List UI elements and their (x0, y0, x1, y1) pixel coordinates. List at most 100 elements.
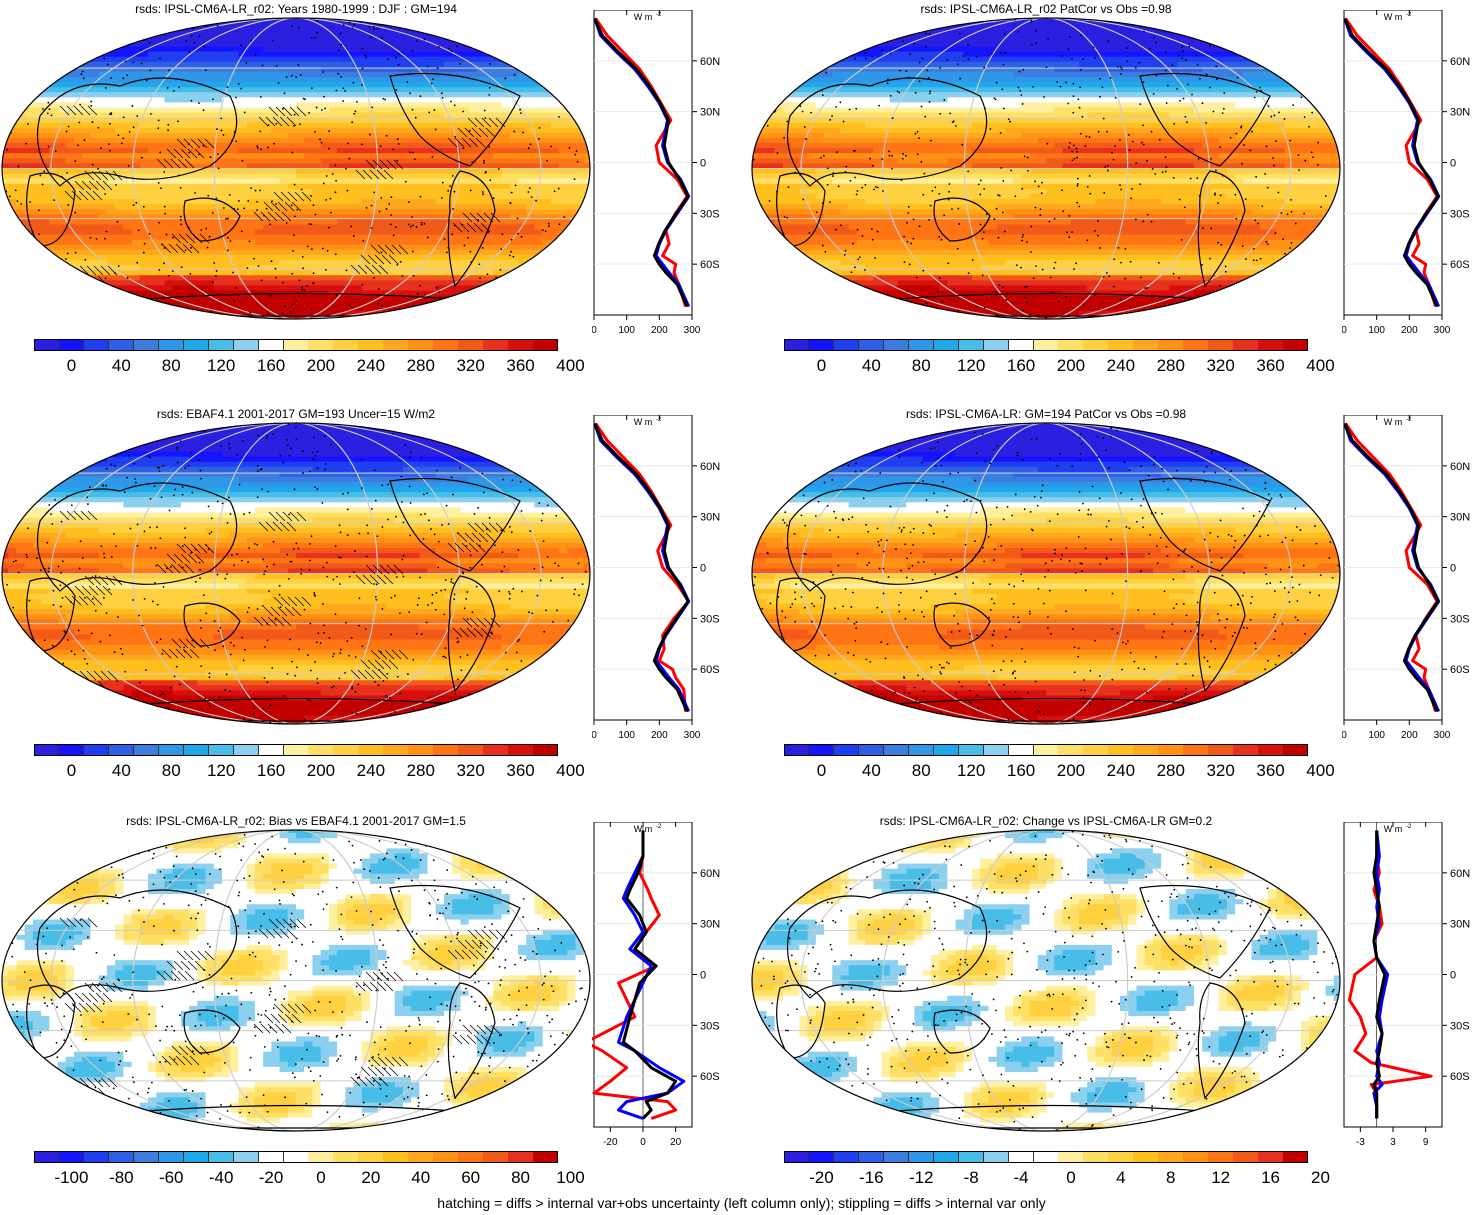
colorbar-swatch (1133, 744, 1159, 756)
colorbar-tick-label: 120 (207, 761, 235, 781)
profile-unit-label: W m (1384, 12, 1403, 22)
colorbar-swatch (433, 339, 459, 351)
profile-xtick-label: 20 (670, 1137, 682, 1148)
colorbar-swatch (233, 744, 260, 756)
colorbar-swatch (983, 1151, 1010, 1163)
profile-series-line (594, 422, 691, 712)
colorbar-swatch (933, 744, 960, 756)
profile-ytick-label: 60N (1450, 868, 1470, 880)
robinson-map (751, 829, 1341, 1132)
colorbar-swatch (1033, 744, 1059, 756)
colorbar-swatch (458, 339, 484, 351)
profile-xtick-label: 300 (684, 730, 701, 741)
colorbar-swatch (908, 339, 935, 351)
colorbar-swatch (83, 339, 110, 351)
colorbar-tick-label: 80 (162, 356, 181, 376)
colorbar-swatch (383, 744, 409, 756)
colorbar-swatch (58, 1151, 85, 1163)
robinson-map (1, 17, 591, 320)
colorbar-swatch (958, 339, 985, 351)
colorbar-swatch (258, 339, 284, 351)
robinson-map (1, 829, 591, 1132)
colorbar-tick-label: 160 (257, 356, 285, 376)
colorbar-swatch (183, 339, 210, 351)
colorbar-tick-label: -20 (259, 1168, 284, 1188)
colorbar-swatch (458, 744, 484, 756)
colorbar-swatch (1108, 1151, 1134, 1163)
colorbar-swatch (933, 339, 960, 351)
profile-xtick-label: 0 (640, 1137, 646, 1148)
profile-ytick-label: 30S (700, 208, 720, 220)
robinson-map (1, 422, 591, 725)
colorbar-swatch (1258, 744, 1284, 756)
colorbar-swatch (358, 744, 384, 756)
colorbar-tick-label: 0 (1066, 1168, 1075, 1188)
colorbar-swatch (1033, 1151, 1059, 1163)
colorbar-tick-label: 160 (257, 761, 285, 781)
colorbar-swatch (158, 339, 185, 351)
profile-ytick-label: 60N (700, 461, 720, 473)
profile-xtick-label: -3 (1356, 1137, 1365, 1148)
colorbar-tick-label: 200 (307, 356, 335, 376)
colorbar-swatch (1158, 744, 1184, 756)
colorbar-swatch (408, 744, 434, 756)
colorbar-swatch (958, 1151, 985, 1163)
colorbar-swatch (1183, 339, 1209, 351)
colorbar-tick-label: -100 (54, 1168, 88, 1188)
profile-ytick-label: 0 (700, 970, 706, 982)
profile-xtick-label: 300 (1434, 325, 1451, 336)
colorbar-swatch (233, 339, 260, 351)
profile-ytick-label: 30S (700, 613, 720, 625)
profile-ytick-label: 60N (700, 868, 720, 880)
colorbar-frame (34, 744, 558, 756)
colorbar-tick-label: 240 (1107, 761, 1135, 781)
profile-unit-label: W m (1384, 417, 1403, 427)
panel-title: rsds: EBAF4.1 2001-2017 GM=193 Uncer=15 … (0, 407, 592, 421)
colorbar-swatch (1208, 339, 1234, 351)
colorbar-swatch (1008, 339, 1034, 351)
profile-series-line (592, 830, 678, 1120)
colorbar-tick-label: 280 (407, 761, 435, 781)
colorbar-swatch (408, 1151, 434, 1163)
colorbar-swatch (1183, 1151, 1209, 1163)
colorbar-swatch (333, 339, 359, 351)
profile-ytick-label: 0 (700, 563, 706, 575)
panel-3: rsds: EBAF4.1 2001-2017 GM=193 Uncer=15 … (0, 405, 733, 805)
colorbar-tick-label: 160 (1007, 356, 1035, 376)
colorbar-tick-label: 320 (456, 356, 484, 376)
profile-xtick-label: 100 (618, 325, 635, 336)
colorbar-swatch (58, 339, 85, 351)
profile-ytick-label: 60S (1450, 664, 1470, 676)
colorbar-swatch (458, 1151, 484, 1163)
colorbar-swatch (1008, 744, 1034, 756)
profile-ytick-label: 30N (700, 919, 720, 931)
colorbar-tick-label: 0 (67, 356, 76, 376)
colorbar-tick-label: 400 (1306, 356, 1334, 376)
colorbar-tick-label: 40 (862, 761, 881, 781)
colorbar-swatch (808, 1151, 835, 1163)
colorbar-tick-label: 120 (957, 356, 985, 376)
colorbar-swatch (258, 1151, 284, 1163)
colorbar-swatch (34, 744, 60, 756)
colorbar-swatch (308, 339, 334, 351)
colorbar-swatch (808, 339, 835, 351)
colorbar-tick-label: 20 (1311, 1168, 1330, 1188)
profile-xtick-label: 9 (1423, 1137, 1429, 1148)
zonal-mean-profile: W m -2 60N 30N 0 30S 60S -3 3 9 (1343, 822, 1470, 1148)
colorbar-swatch (483, 744, 509, 756)
colorbar-tick-label: -12 (909, 1168, 934, 1188)
colorbar-swatch (183, 744, 210, 756)
colorbar-swatch (784, 339, 810, 351)
profile-series-line (594, 17, 689, 307)
profile-ytick-label: 60S (700, 664, 720, 676)
colorbar-swatch (1133, 339, 1159, 351)
colorbar-swatch (1058, 744, 1084, 756)
colorbar-swatch (34, 1151, 60, 1163)
colorbar-frame (784, 1151, 1308, 1163)
colorbar-swatch (133, 1151, 160, 1163)
profile-ytick-label: 60N (700, 56, 720, 68)
colorbar-swatch (1233, 339, 1259, 351)
colorbar-tick-label: -20 (809, 1168, 834, 1188)
colorbar-swatch (858, 339, 885, 351)
